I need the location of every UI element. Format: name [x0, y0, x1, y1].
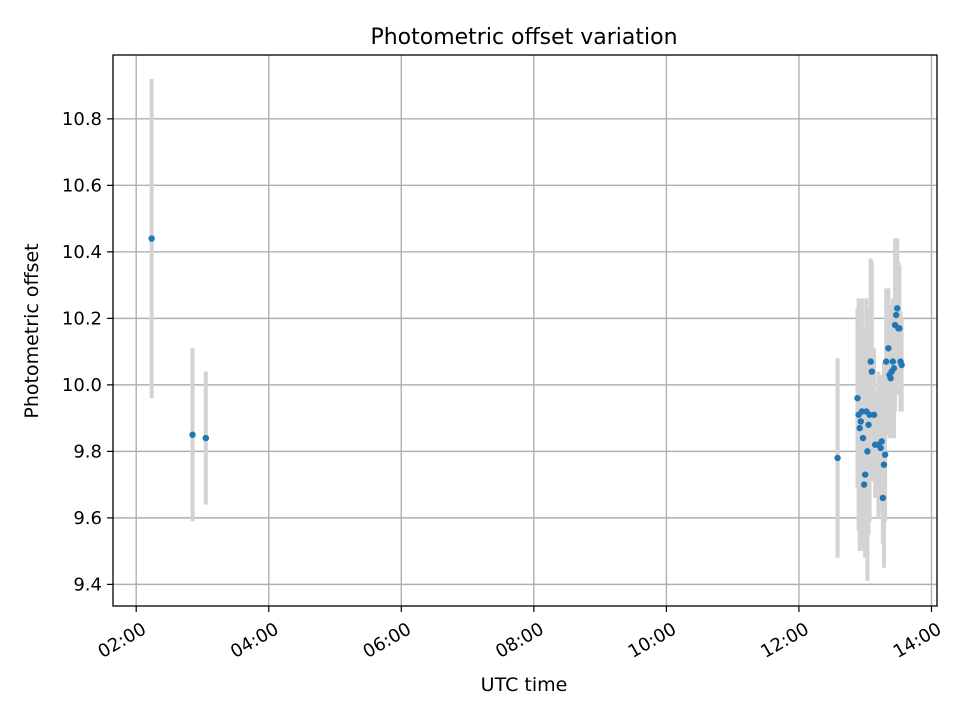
- data-point: [858, 408, 866, 415]
- x-tick-label: 12:00: [757, 619, 812, 663]
- data-points: [148, 235, 905, 502]
- data-point: [865, 421, 872, 428]
- data-point: [866, 411, 873, 418]
- y-tick-label: 10.8: [62, 109, 102, 130]
- data-point: [890, 365, 898, 372]
- data-point: [857, 418, 864, 425]
- x-tick-label: 04:00: [227, 619, 282, 663]
- data-point: [892, 311, 900, 319]
- data-point: [864, 448, 871, 455]
- y-tick-label: 10.6: [62, 176, 102, 197]
- x-axis-label: UTC time: [481, 674, 568, 696]
- data-point: [885, 345, 892, 352]
- y-axis-ticks: 9.4 9.6 9.8 10.0 10.2 10.4 10.6 10.8: [62, 109, 113, 596]
- data-point: [896, 325, 903, 332]
- data-point: [887, 375, 894, 382]
- data-point: [868, 368, 876, 375]
- data-point: [880, 461, 888, 468]
- data-point: [856, 424, 863, 432]
- x-tick-label: 10:00: [625, 619, 680, 663]
- y-tick-label: 10.2: [62, 309, 102, 330]
- data-point: [889, 358, 897, 365]
- data-point: [859, 434, 867, 442]
- data-point: [834, 454, 841, 462]
- y-tick-label: 9.6: [73, 508, 102, 529]
- data-point: [148, 235, 155, 242]
- data-point: [878, 438, 885, 445]
- plot-frame: [112, 54, 938, 607]
- data-point: [860, 481, 868, 488]
- data-point: [862, 471, 869, 478]
- y-tick-label: 9.4: [73, 575, 102, 596]
- x-tick-label: 06:00: [360, 619, 415, 663]
- data-point: [879, 494, 887, 502]
- y-tick-label: 9.8: [73, 442, 102, 463]
- error-bars: [149, 78, 904, 582]
- y-tick-label: 10.0: [62, 375, 102, 396]
- data-point: [894, 305, 901, 312]
- data-point: [189, 431, 196, 438]
- data-point: [881, 451, 889, 458]
- data-point: [882, 358, 890, 365]
- x-tick-label: 14:00: [890, 619, 945, 663]
- data-point: [867, 358, 874, 365]
- y-tick-label: 10.4: [62, 242, 102, 263]
- grid-layer: [113, 55, 937, 606]
- data-point: [854, 394, 861, 402]
- chart-title: Photometric offset variation: [370, 25, 677, 50]
- data-point: [870, 411, 878, 418]
- data-point: [877, 444, 884, 452]
- x-tick-label: 02:00: [94, 619, 149, 663]
- data-point: [898, 361, 905, 369]
- x-axis-ticks: 02:00 04:00 06:00 08:00 10:00 12:00 14:00: [94, 606, 945, 663]
- x-tick-label: 08:00: [492, 619, 547, 663]
- data-point: [202, 434, 209, 442]
- y-axis-label: Photometric offset: [21, 243, 43, 418]
